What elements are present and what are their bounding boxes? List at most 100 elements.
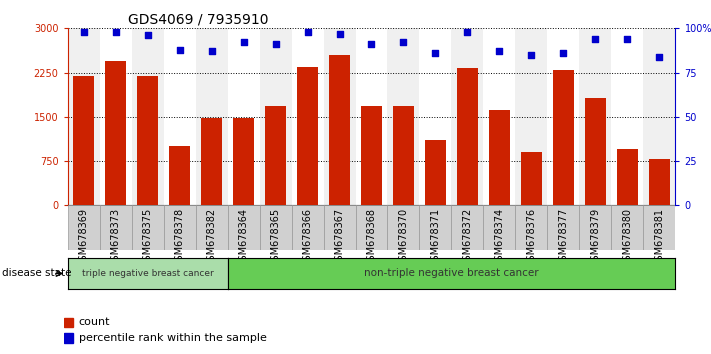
Point: [270, 41, 282, 47]
Bar: [451, 205, 483, 250]
Text: GSM678368: GSM678368: [366, 207, 377, 267]
Text: GSM678366: GSM678366: [302, 207, 313, 267]
Point: [621, 36, 633, 42]
Text: GSM678382: GSM678382: [206, 207, 217, 267]
Bar: [521, 152, 542, 205]
Bar: [611, 28, 643, 205]
Bar: [73, 75, 94, 205]
Text: GSM678377: GSM678377: [558, 207, 569, 267]
Bar: [617, 149, 638, 205]
Bar: [419, 205, 451, 250]
Bar: [64, 318, 73, 327]
Bar: [419, 28, 451, 205]
Text: GSM678374: GSM678374: [494, 207, 505, 267]
Bar: [361, 106, 382, 205]
Text: GSM678375: GSM678375: [142, 207, 153, 267]
Point: [590, 36, 602, 42]
Bar: [260, 205, 292, 250]
Text: count: count: [79, 318, 110, 327]
Text: GSM678381: GSM678381: [654, 207, 665, 267]
Bar: [643, 28, 675, 205]
Point: [429, 50, 441, 56]
Bar: [292, 205, 324, 250]
Bar: [483, 28, 515, 205]
Bar: [579, 28, 611, 205]
Point: [654, 54, 665, 59]
Bar: [68, 28, 100, 205]
Bar: [164, 28, 196, 205]
Bar: [579, 205, 611, 250]
Bar: [132, 28, 164, 205]
Text: non-triple negative breast cancer: non-triple negative breast cancer: [364, 268, 539, 279]
Text: triple negative breast cancer: triple negative breast cancer: [82, 269, 213, 278]
Bar: [329, 55, 350, 205]
Bar: [164, 205, 196, 250]
Bar: [451, 28, 483, 205]
Bar: [515, 205, 547, 250]
Bar: [196, 28, 228, 205]
Bar: [324, 28, 356, 205]
Bar: [393, 106, 414, 205]
Bar: [489, 110, 510, 205]
Bar: [137, 75, 158, 205]
Bar: [233, 118, 254, 205]
Point: [525, 52, 538, 58]
Text: GSM678378: GSM678378: [174, 207, 185, 267]
Point: [109, 29, 121, 35]
Bar: [260, 28, 292, 205]
Bar: [64, 333, 73, 343]
Bar: [292, 28, 324, 205]
Text: GSM678376: GSM678376: [526, 207, 537, 267]
Point: [78, 29, 90, 35]
Text: percentile rank within the sample: percentile rank within the sample: [79, 333, 267, 343]
Bar: [324, 205, 356, 250]
Bar: [228, 205, 260, 250]
Bar: [132, 205, 164, 250]
Bar: [201, 118, 222, 205]
Bar: [387, 205, 419, 250]
Text: GSM678364: GSM678364: [238, 207, 249, 267]
Bar: [105, 61, 126, 205]
Text: GSM678380: GSM678380: [622, 207, 633, 267]
Bar: [100, 28, 132, 205]
Bar: [228, 28, 260, 205]
Bar: [68, 205, 100, 250]
Bar: [483, 205, 515, 250]
Text: GSM678365: GSM678365: [270, 207, 281, 267]
Bar: [356, 28, 387, 205]
Bar: [457, 68, 478, 205]
Bar: [387, 28, 419, 205]
Point: [493, 48, 505, 54]
Text: GSM678369: GSM678369: [78, 207, 89, 267]
Bar: [196, 205, 228, 250]
Bar: [265, 106, 286, 205]
Text: GSM678371: GSM678371: [430, 207, 441, 267]
Bar: [169, 146, 190, 205]
Bar: [100, 205, 132, 250]
Text: GSM678370: GSM678370: [398, 207, 409, 267]
Bar: [649, 159, 670, 205]
Bar: [425, 141, 446, 205]
Text: GSM678367: GSM678367: [334, 207, 345, 267]
Bar: [356, 205, 387, 250]
Text: GSM678373: GSM678373: [110, 207, 121, 267]
Bar: [515, 28, 547, 205]
Point: [141, 33, 154, 38]
Point: [334, 31, 346, 36]
Point: [206, 48, 218, 54]
Point: [398, 40, 410, 45]
Point: [365, 41, 377, 47]
Bar: [611, 205, 643, 250]
Point: [462, 29, 474, 35]
Bar: [297, 67, 318, 205]
Point: [237, 40, 249, 45]
Point: [301, 29, 313, 35]
Text: GSM678379: GSM678379: [590, 207, 601, 267]
Bar: [553, 70, 574, 205]
Point: [557, 50, 569, 56]
Bar: [547, 205, 579, 250]
Text: disease state: disease state: [2, 268, 72, 279]
Text: GDS4069 / 7935910: GDS4069 / 7935910: [128, 12, 269, 27]
Bar: [643, 205, 675, 250]
Text: GSM678372: GSM678372: [462, 207, 473, 267]
